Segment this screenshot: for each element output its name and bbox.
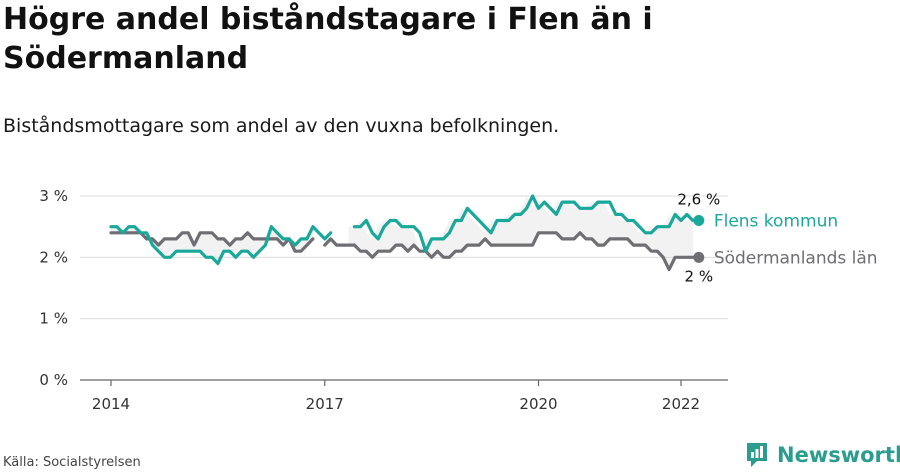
y-tick-label: 2 %	[39, 248, 68, 266]
series-end-marker	[693, 215, 705, 227]
x-axis: 2014 2017 2020 2022	[92, 380, 700, 413]
series-lines	[109, 194, 705, 272]
chart-title: Högre andel biståndstagare i Flen än i S…	[3, 2, 653, 76]
y-tick-label: 0 %	[39, 371, 68, 389]
series-line-flen	[109, 194, 701, 266]
x-tick-label: 2014	[92, 395, 130, 413]
series-end-value-label: 2,6 %	[677, 191, 720, 209]
y-tick-label: 3 %	[39, 187, 68, 205]
difference-band-area	[348, 196, 693, 270]
gridlines	[80, 195, 728, 381]
chart-subtitle: Biståndsmottagare som andel av den vuxna…	[3, 115, 560, 137]
difference-band	[111, 196, 693, 270]
x-tick-label: 2020	[519, 395, 557, 413]
series-end-marker	[693, 251, 705, 263]
newsworthy-logo-icon	[745, 441, 769, 469]
brand-name: Newsworthy	[777, 443, 900, 467]
y-tick-label: 1 %	[39, 310, 68, 328]
series-name-label: Södermanlands län	[714, 248, 878, 268]
source-note: Källa: Socialstyrelsen	[3, 455, 141, 470]
difference-band-area	[111, 226, 313, 264]
y-axis: 0 % 1 % 2 % 3 %	[39, 187, 68, 389]
x-tick-label: 2017	[306, 395, 344, 413]
series-name-label: Flens kommun	[714, 212, 838, 232]
x-tick-label: 2022	[662, 395, 700, 413]
series-end-value-label: 2 %	[685, 267, 714, 285]
series-line-sodermanland	[109, 231, 701, 272]
brand-logo[interactable]: Newsworthy	[745, 441, 900, 469]
